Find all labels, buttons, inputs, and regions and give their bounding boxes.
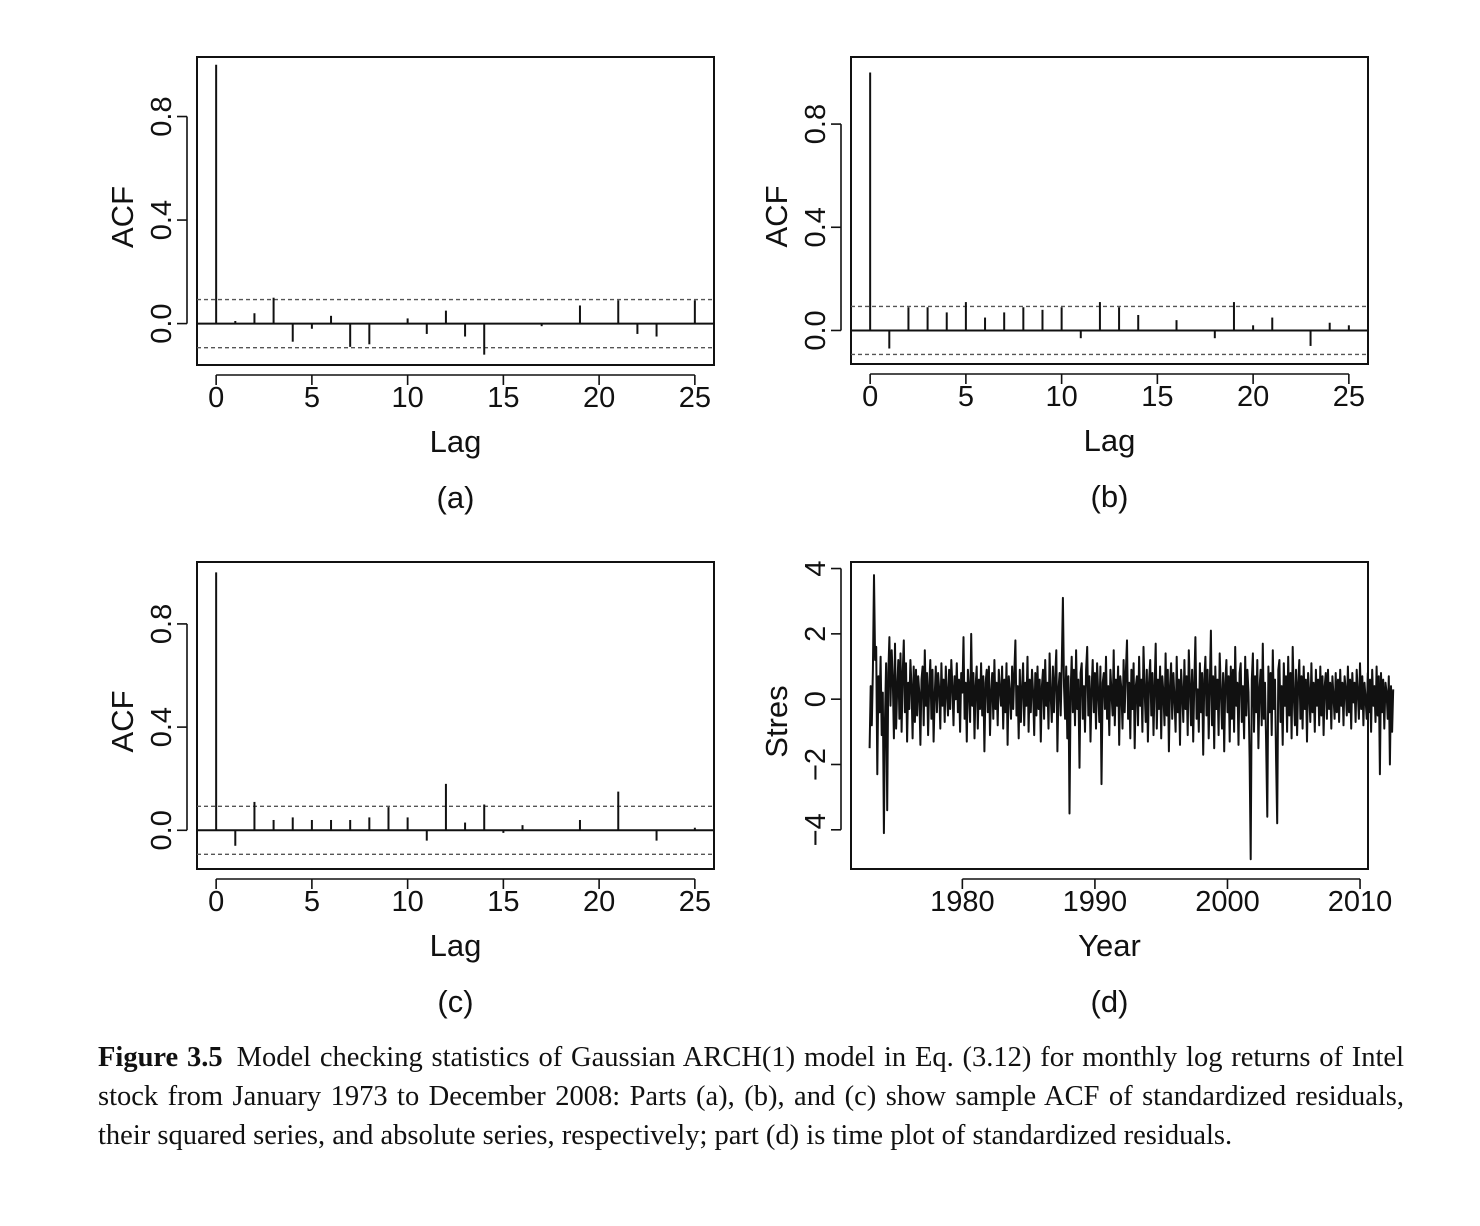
y-tick-label: 0.8 [800,104,832,144]
y-tick-label: 2 [800,626,832,642]
y-tick-label: 0.0 [146,810,178,850]
plot-frame [196,561,715,870]
y-tick-label: 0.8 [146,604,178,644]
figure-caption-text: Model checking statistics of Gaussian AR… [98,1042,1404,1151]
plot-frame [196,56,715,366]
x-tick-label: 1990 [1063,886,1128,918]
x-axis-title: Lag [1084,423,1136,458]
panel-label: (c) [437,984,473,1019]
y-tick-label: 0 [800,691,832,707]
y-tick-label: 0.0 [800,310,832,350]
series-line [868,574,1395,861]
x-tick-label: 10 [1045,381,1077,413]
x-tick-label: 5 [958,381,974,413]
x-tick-label: 0 [862,381,878,413]
x-tick-label: 0 [208,382,224,414]
x-tick-label: 2010 [1328,886,1393,918]
x-axis-title: Year [1078,928,1141,963]
y-tick-label: 0.0 [146,303,178,343]
plot-frame [850,561,1369,870]
panel-c-acf-absolute-residuals: 0 5 10 15 20 25 0.0 0.4 0.8 Lag ACF (c) [105,561,715,1019]
plot-frame [850,56,1369,365]
x-tick-label: 25 [679,382,711,414]
y-tick-label: 4 [800,560,832,576]
panel-b-acf-squared-residuals: 0 5 10 15 20 25 0.0 0.4 0.8 Lag ACF (b) [759,56,1369,514]
x-tick-label: 25 [679,886,711,918]
figure-caption: Figure 3.5 Model checking statistics of G… [98,1038,1404,1155]
x-tick-label: 5 [304,886,320,918]
x-axis-title: Lag [430,928,482,963]
x-axis-title: Lag [430,424,482,459]
y-tick-label: 0.4 [146,200,178,240]
y-tick-label: −4 [800,813,832,846]
panel-label: (a) [437,480,475,515]
x-tick-label: 15 [487,886,519,918]
x-tick-label: 20 [1237,381,1269,413]
x-tick-label: 5 [304,382,320,414]
x-tick-label: 10 [391,886,423,918]
x-tick-label: 20 [583,382,615,414]
y-axis-title: ACF [759,186,794,248]
x-tick-label: 15 [487,382,519,414]
x-tick-label: 1980 [930,886,995,918]
y-tick-label: 0.4 [800,207,832,247]
x-tick-label: 25 [1333,381,1365,413]
x-tick-label: 15 [1141,381,1173,413]
figure-caption-label: Figure 3.5 [98,1042,223,1073]
panel-d-standardized-residuals-time-plot: 1980 1990 2000 2010 −4 −2 0 2 4 Year Stres (d) [759,560,1395,1019]
panel-label: (d) [1091,984,1129,1019]
x-tick-label: 2000 [1195,886,1260,918]
y-tick-label: 0.4 [146,707,178,747]
panel-a-acf-residuals: 0 5 10 15 20 25 0.0 0.4 0.8 Lag ACF (a) [105,56,715,515]
x-tick-label: 0 [208,886,224,918]
x-tick-label: 20 [583,886,615,918]
y-axis-title: ACF [105,691,140,753]
x-tick-label: 10 [391,382,423,414]
y-axis-title: Stres [759,685,794,757]
panel-label: (b) [1091,479,1129,514]
y-axis-title: ACF [105,186,140,248]
y-tick-label: 0.8 [146,96,178,136]
y-tick-label: −2 [800,748,832,781]
